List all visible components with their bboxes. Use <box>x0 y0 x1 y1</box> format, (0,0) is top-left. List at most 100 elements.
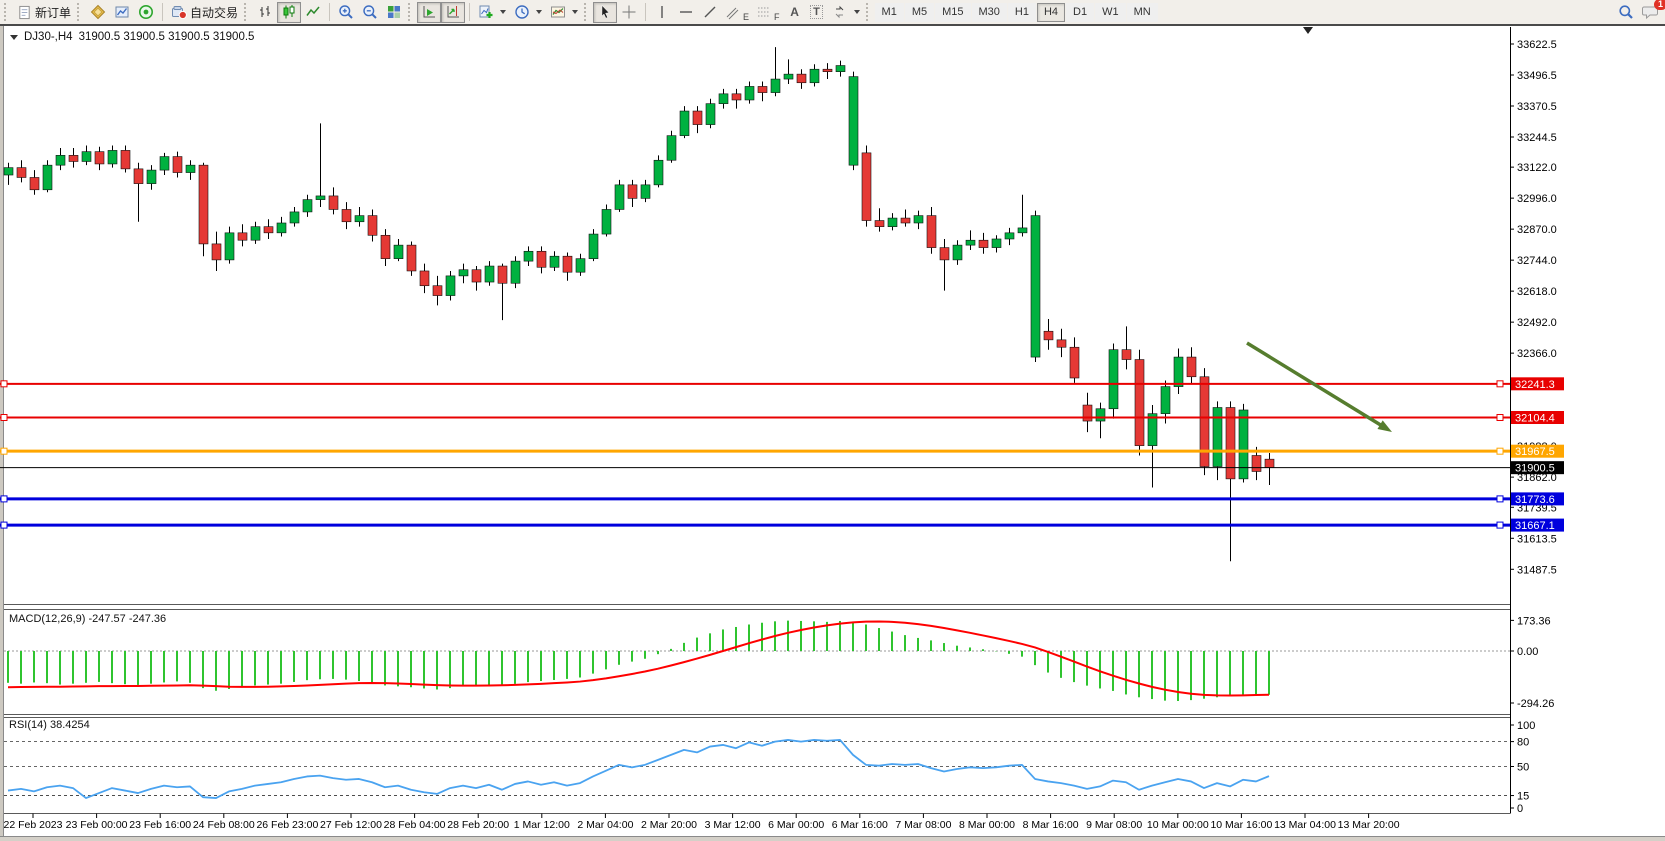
text-label-button[interactable]: T <box>806 2 828 23</box>
horizontal-line-button[interactable] <box>674 2 698 23</box>
equidistant-channel-button[interactable]: E <box>722 2 753 23</box>
search-button[interactable] <box>1614 2 1638 23</box>
candle-body <box>432 285 443 296</box>
cursor-button[interactable] <box>593 1 618 23</box>
timeframe-button-h4[interactable]: H4 <box>1036 2 1066 22</box>
toolbar-grip[interactable] <box>77 3 82 21</box>
chart-canvas[interactable]: 33622.5 33496.5 33370.5 33244.5 33122.0 32996… <box>0 26 1665 841</box>
level-line-handle <box>0 414 8 422</box>
notifications-button[interactable]: 1 <box>1638 0 1665 23</box>
line-chart-button[interactable] <box>301 2 325 23</box>
candle-body <box>81 151 92 162</box>
level-price-badge-text: 32104.4 <box>1515 413 1555 425</box>
candlestick-chart-button[interactable] <box>277 1 302 23</box>
candle-body <box>965 239 976 246</box>
price-tick-label: 33496.5 <box>1517 70 1557 82</box>
candle-body <box>120 150 131 170</box>
chart-ohlc-label: 31900.5 31900.5 31900.5 31900.5 <box>78 31 255 43</box>
timeframe-button-m5[interactable]: M5 <box>904 2 935 22</box>
market-watch-button[interactable] <box>110 2 134 23</box>
toolbar-grip[interactable] <box>408 3 413 21</box>
candle-body <box>666 135 677 161</box>
candle-body <box>445 275 456 296</box>
level-price-badge <box>1511 411 1564 425</box>
vertical-line-button[interactable] <box>650 2 674 23</box>
candle-body <box>354 215 365 223</box>
signals-button[interactable] <box>134 2 158 23</box>
new-order-button[interactable]: 新订单 <box>13 2 75 23</box>
shapes-button[interactable] <box>828 2 864 23</box>
chart-shift-button[interactable] <box>441 1 466 23</box>
text-button[interactable]: A <box>784 2 806 23</box>
candle-body <box>94 151 105 165</box>
zoom-in-button[interactable] <box>334 2 358 23</box>
timeframe-button-d1[interactable]: D1 <box>1066 2 1095 22</box>
toolbar-grip[interactable] <box>244 3 249 21</box>
macd-signal-line <box>7 620 1270 697</box>
timeframe-button-w1[interactable]: W1 <box>1095 2 1126 22</box>
time-tick-label: 8 Mar 00:00 <box>959 819 1015 831</box>
chart-symbol-header[interactable]: DJ30-,H4 31900.5 31900.5 31900.5 31900.5 <box>10 31 254 43</box>
timeframe-button-h1[interactable]: H1 <box>1007 2 1036 22</box>
time-tick-label: 3 Mar 12:00 <box>705 819 761 831</box>
candle-body <box>159 156 170 171</box>
chart-dropdown-icon[interactable] <box>10 34 18 40</box>
time-tick-label: 24 Feb 08:00 <box>193 819 255 831</box>
timeframe-button-m30[interactable]: M30 <box>971 2 1007 22</box>
bar-chart-button[interactable] <box>253 2 277 23</box>
templates-button[interactable] <box>546 2 582 23</box>
macd-tick-label: 173.36 <box>1517 615 1551 627</box>
level-line-handle <box>1496 521 1504 529</box>
toolbar-grip[interactable] <box>4 3 9 21</box>
horizontal-line-icon <box>680 11 693 13</box>
periods-button[interactable] <box>510 2 546 23</box>
price-tick-label: 32744.0 <box>1517 255 1557 267</box>
candle-body <box>692 110 703 125</box>
level-line-handle <box>1496 414 1504 422</box>
candle-body <box>289 211 300 224</box>
zoom-out-button[interactable] <box>358 2 382 23</box>
chart-end-marker-icon[interactable] <box>1303 27 1313 34</box>
timeframe-button-mn[interactable]: MN <box>1126 2 1158 22</box>
candle-body <box>68 155 79 162</box>
candle-body <box>497 265 508 284</box>
auto-scroll-button[interactable] <box>417 1 442 23</box>
candle-body <box>588 233 599 259</box>
candle-body <box>1147 413 1158 446</box>
toolbar-grip[interactable] <box>584 3 589 21</box>
timeframe-button-m1[interactable]: M1 <box>874 2 904 22</box>
add-indicator-button[interactable] <box>474 2 510 23</box>
toolbar-separator <box>469 3 471 21</box>
time-tick-label: 6 Mar 16:00 <box>832 819 888 831</box>
channel-e-glyph: E <box>743 11 750 22</box>
signals-icon <box>139 5 154 19</box>
time-tick-label: 23 Feb 00:00 <box>66 819 128 831</box>
price-tick-label: 32618.0 <box>1517 286 1557 298</box>
level-line-handle <box>1496 495 1504 503</box>
algo-trading-button[interactable]: 自动交易 <box>167 2 242 23</box>
zoom-in-icon <box>339 5 353 19</box>
level-price-badge-text: 31773.6 <box>1515 494 1555 506</box>
candle-body <box>302 199 313 213</box>
candle-body <box>939 247 950 261</box>
timeframe-button-m15[interactable]: M15 <box>935 2 971 22</box>
level-line-handle <box>0 495 8 503</box>
fibonacci-button[interactable]: F <box>753 2 784 23</box>
time-tick-label: 8 Mar 16:00 <box>1023 819 1079 831</box>
candle-body <box>42 164 53 191</box>
candle-body <box>1121 349 1132 360</box>
crosshair-icon <box>622 5 636 19</box>
candle-body <box>1134 359 1145 446</box>
candle-body <box>328 195 339 210</box>
candle-body <box>887 217 898 227</box>
toolbar-grip[interactable] <box>865 3 871 21</box>
tile-windows-button[interactable] <box>382 2 406 23</box>
candle-body <box>1069 346 1080 379</box>
crosshair-button[interactable] <box>617 2 641 23</box>
trendline-button[interactable] <box>698 2 722 23</box>
rsi-indicator-label: RSI(14) 38.4254 <box>9 719 90 731</box>
profiles-button[interactable] <box>86 2 110 23</box>
candle-body <box>484 265 495 283</box>
timeframe-group: M1 M5 M15 M30 H1 H4 D1 W1 MN <box>874 2 1158 22</box>
